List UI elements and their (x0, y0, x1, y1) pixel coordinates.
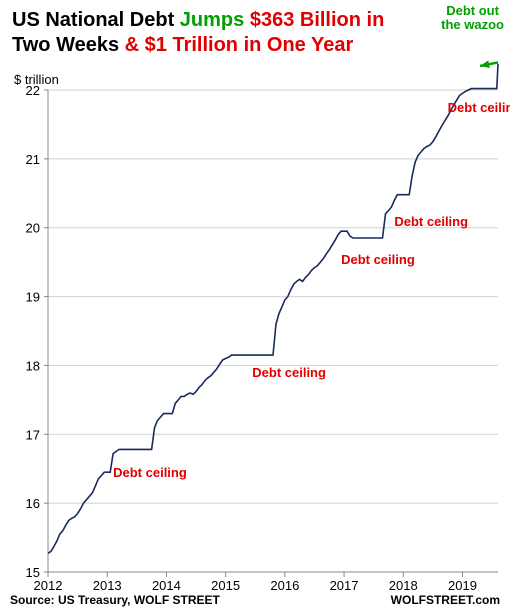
debt-ceiling-label: Debt ceiling (341, 252, 415, 267)
svg-text:18: 18 (26, 358, 40, 373)
svg-text:2012: 2012 (34, 578, 63, 593)
svg-text:2014: 2014 (152, 578, 181, 593)
chart-footer: Source: US Treasury, WOLF STREET WOLFSTR… (10, 593, 500, 607)
footer-source: Source: US Treasury, WOLF STREET (10, 593, 220, 607)
svg-text:16: 16 (26, 496, 40, 511)
footer-site: WOLFSTREET.com (391, 593, 500, 607)
x-axis: 2012 2013 2014 2015 2016 2017 2018 2019 (34, 90, 498, 593)
svg-text:19: 19 (26, 290, 40, 305)
chart-svg: 1516171819202122201220132014201520162017… (0, 0, 510, 613)
svg-text:2015: 2015 (211, 578, 240, 593)
debt-ceiling-label: Debt ceiling (113, 465, 187, 480)
debt-ceiling-label: Debt ceiling (252, 365, 326, 380)
y-axis: 1516171819202122 (26, 83, 48, 580)
svg-text:21: 21 (26, 152, 40, 167)
svg-text:20: 20 (26, 221, 40, 236)
svg-text:2019: 2019 (448, 578, 477, 593)
debt-ceiling-label: Debt ceiling (448, 100, 510, 115)
svg-text:17: 17 (26, 427, 40, 442)
svg-text:22: 22 (26, 83, 40, 98)
svg-text:2017: 2017 (330, 578, 359, 593)
svg-text:2013: 2013 (93, 578, 122, 593)
svg-text:2016: 2016 (270, 578, 299, 593)
debt-ceiling-label: Debt ceiling (394, 214, 468, 229)
gridlines (48, 90, 498, 572)
svg-text:2018: 2018 (389, 578, 418, 593)
debt-chart-container: US National Debt Jumps $363 Billion in T… (0, 0, 510, 613)
